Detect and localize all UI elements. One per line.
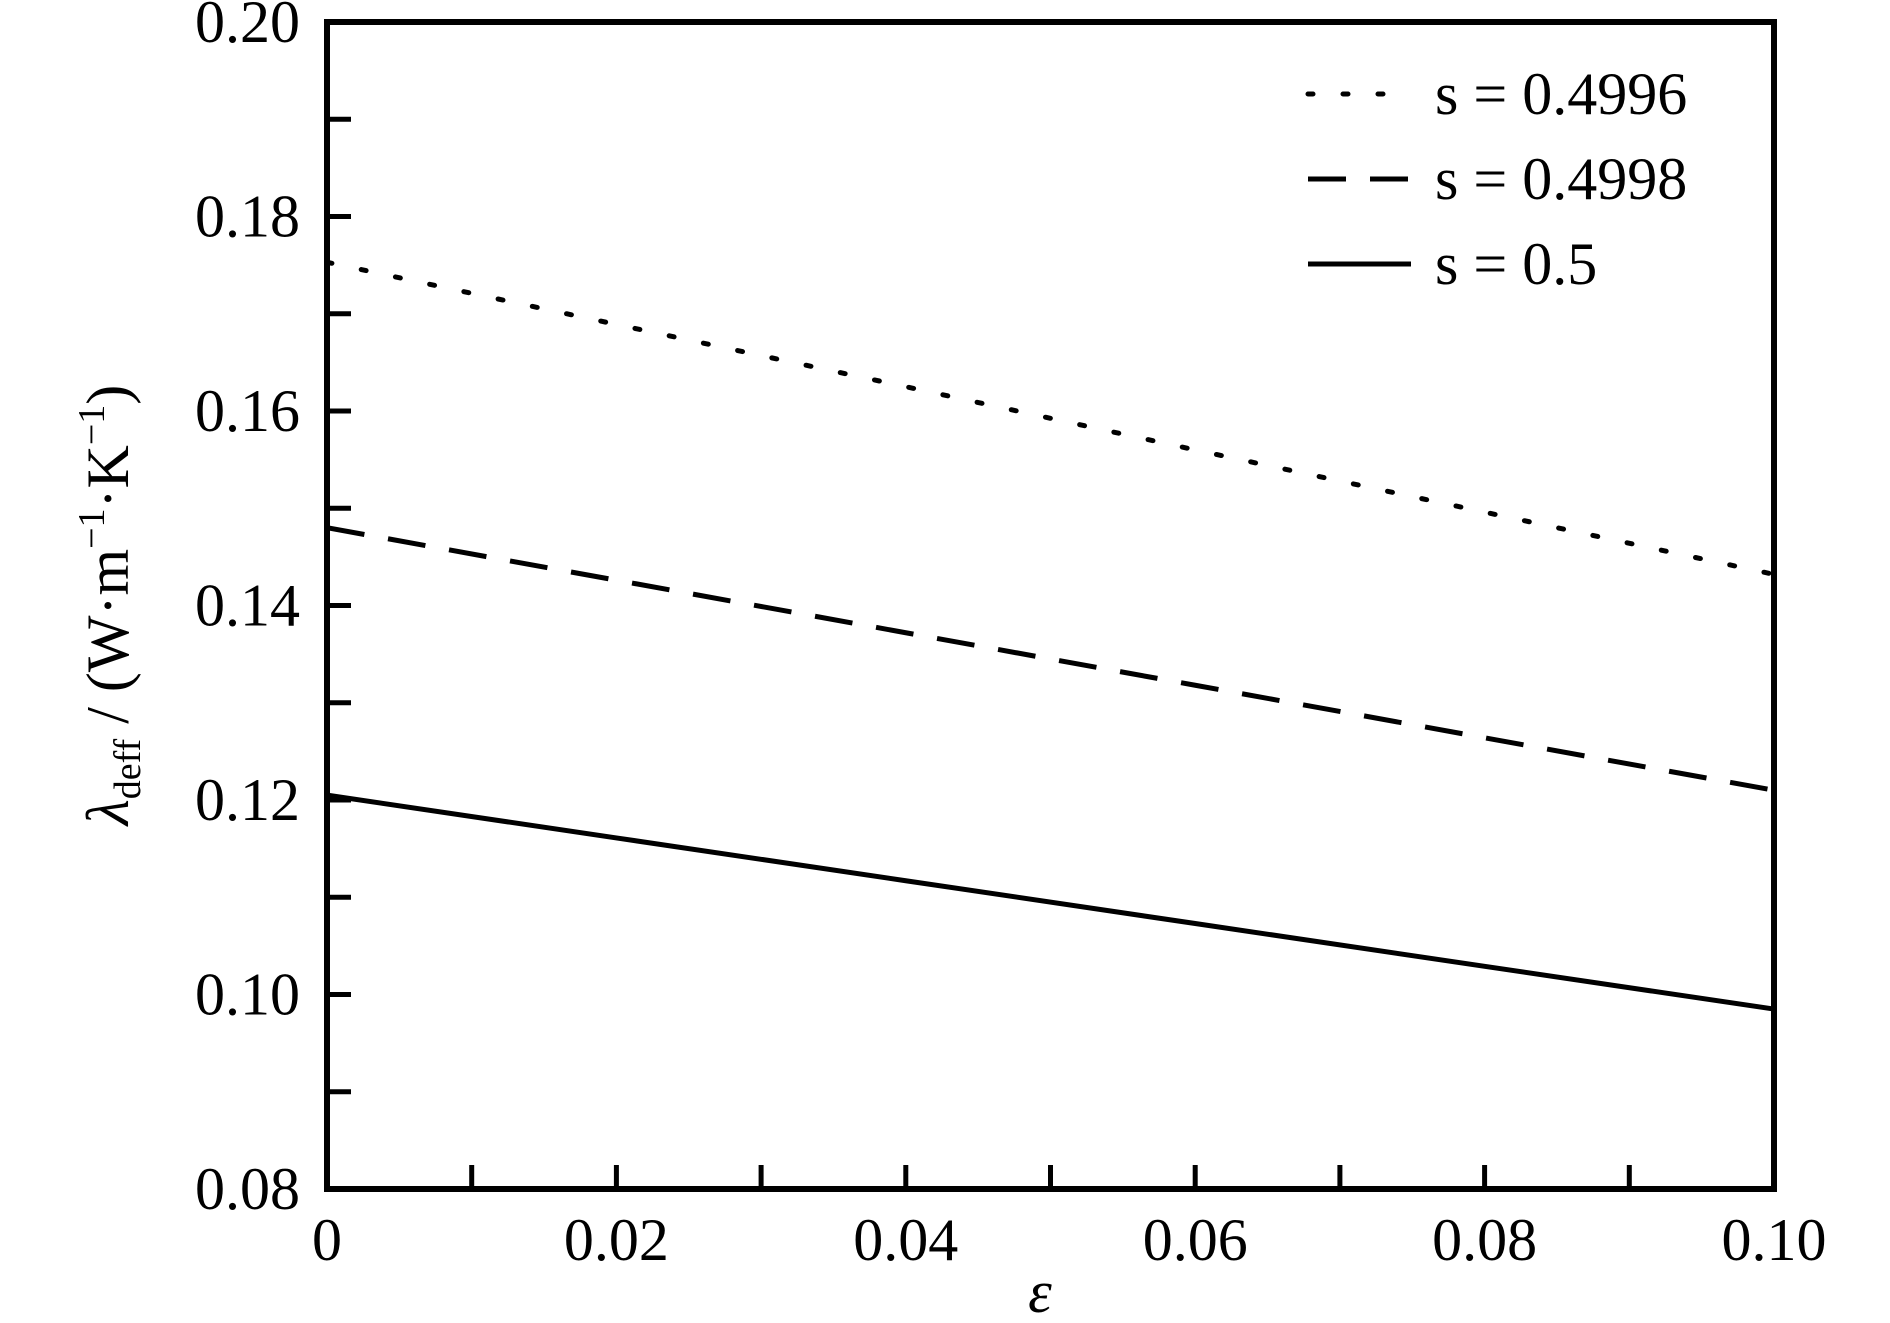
x-tick-label: 0.04 [853,1207,958,1273]
plot-frame [324,19,1777,1192]
y-label-unit: / (W·m [75,549,141,739]
y-axis-label: λdeff / (W·m−1·K−1) [71,385,149,828]
x-tick-label: 0.02 [564,1207,669,1273]
y-tick-label: 0.14 [195,573,300,639]
y-tick-label: 0.20 [195,0,300,55]
x-tick-label: 0 [312,1207,342,1273]
x-tick-label: 0.08 [1432,1207,1537,1273]
y-tick-label: 0.08 [195,1156,300,1222]
y-label-unit: ) [75,385,141,405]
x-tick-label: 0.06 [1143,1207,1248,1273]
y-label-unit: ·K [75,445,141,508]
y-label-symbol: λ [75,799,141,827]
x-axis-label: ε [1028,1259,1052,1323]
legend-label: s = 0.4998 [1435,146,1687,212]
y-tick-label: 0.18 [195,184,300,250]
y-tick-label: 0.12 [195,767,300,833]
data-line [326,792,1775,1012]
y-tick-label: 0.10 [195,962,300,1028]
legend-label: s = 0.4996 [1435,61,1687,127]
y-tick-label: 0.16 [195,378,300,444]
data-line [324,259,1777,577]
y-label-exponent: −1 [71,508,113,548]
y-label-exponent: −1 [71,405,113,445]
data-line [326,525,1775,793]
legend-label: s = 0.5 [1435,231,1597,297]
y-label-subscript: deff [107,738,149,799]
x-tick-label: 0.10 [1722,1207,1827,1273]
